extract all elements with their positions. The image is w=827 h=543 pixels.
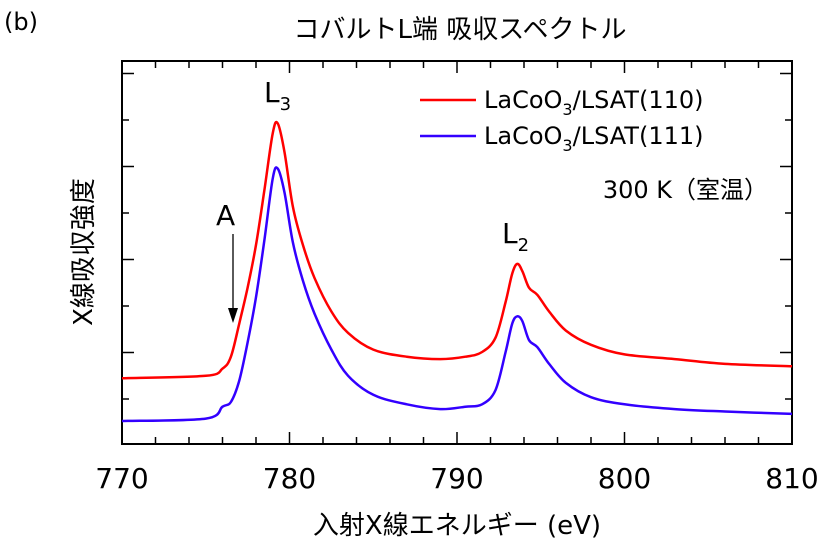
chart-title: コバルトL端 吸収スペクトル [294, 15, 627, 45]
peak-label-l2: L2 [502, 217, 529, 256]
x-tick-label: 770 [95, 462, 148, 495]
axis-ticks [121, 61, 793, 444]
x-tick-label: 780 [263, 462, 316, 495]
panel-label: (b) [4, 8, 38, 36]
x-axis-label: 入射X線エネルギー (eV) [313, 511, 601, 541]
x-tick-label: 790 [430, 462, 483, 495]
temperature-label: 300 K（室温） [603, 176, 768, 204]
peak-label-l3: L3 [264, 76, 291, 115]
series-lines [121, 120, 793, 423]
feature-label-a: A [216, 199, 235, 232]
legend: LaCoO3/LSAT(110) LaCoO3/LSAT(111) [420, 86, 704, 155]
plot-frame [121, 60, 793, 445]
y-axis-label: X線吸収強度 [69, 178, 99, 326]
feature-arrow-head [228, 308, 238, 323]
x-tick-labels: 770 780 790 800 810 [95, 462, 818, 495]
legend-label-110: LaCoO3/LSAT(110) [484, 86, 704, 119]
legend-label-111: LaCoO3/LSAT(111) [484, 122, 704, 155]
series-line-110 [121, 120, 793, 380]
x-tick-label: 810 [765, 462, 818, 495]
x-tick-label: 800 [598, 462, 651, 495]
series-line-111 [121, 166, 793, 423]
